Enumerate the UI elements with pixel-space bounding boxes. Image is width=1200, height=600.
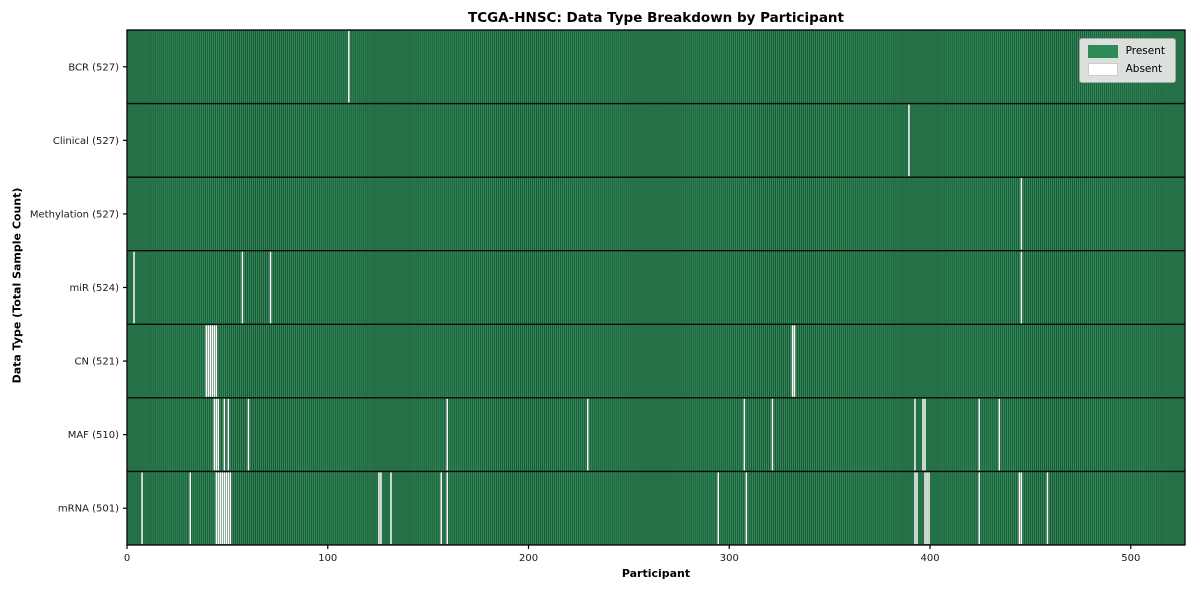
absent-gap (247, 398, 250, 471)
absent-gap (978, 472, 980, 544)
absent-gap (914, 398, 916, 471)
absent-gap (914, 472, 916, 544)
absent-gap (219, 472, 222, 544)
y-axis: BCR (527) Clinical (527) Methylation (527)… (30, 62, 127, 515)
absent-gap (1018, 472, 1021, 544)
absent-gap (215, 325, 218, 397)
absent-gap (213, 325, 216, 397)
present-swatch (1087, 45, 1118, 58)
y-tick-label: BCR (527) (68, 62, 119, 73)
absent-gap (205, 325, 208, 397)
x-tick-label: 500 (1121, 553, 1140, 564)
absent-gap (908, 104, 910, 177)
absent-gap (1020, 178, 1023, 250)
x-tick-label: 100 (318, 553, 337, 564)
absent-gap (227, 472, 230, 544)
x-tick-label: 300 (720, 553, 739, 564)
present-bars-field (127, 30, 1185, 545)
absent-gap (928, 472, 930, 544)
y-tick-label: mRNA (501) (58, 504, 119, 515)
legend-label-absent: Absent (1125, 63, 1163, 75)
y-tick-label: MAF (510) (68, 430, 119, 441)
y-axis-label: Data Type (Total Sample Count) (10, 187, 24, 384)
absent-gap (225, 472, 228, 544)
absent-gap (1046, 472, 1049, 544)
absent-gap (189, 472, 191, 544)
absent-gap (223, 398, 226, 471)
absent-gap (926, 472, 928, 544)
absent-gap (215, 472, 218, 544)
y-tick-label: Methylation (527) (30, 209, 119, 220)
absent-gap (1020, 472, 1023, 544)
legend-item-present: Present (1087, 45, 1165, 58)
absent-gap (221, 472, 224, 544)
absent-gap (717, 472, 719, 544)
absent-gap (791, 325, 794, 397)
absent-gap (793, 325, 796, 397)
absent-gap (1020, 251, 1023, 324)
absent-gap (743, 398, 746, 471)
absent-gap (215, 398, 218, 471)
absent-gap (380, 472, 382, 544)
absent-gap (745, 472, 748, 544)
absent-gap (771, 398, 774, 471)
absent-gap (209, 325, 212, 397)
absent-gap (924, 472, 926, 544)
absent-gap (217, 472, 220, 544)
y-tick-label: miR (524) (69, 283, 119, 294)
absent-swatch (1087, 63, 1118, 76)
legend-label-present: Present (1125, 45, 1165, 57)
row-separators (127, 102, 1185, 473)
absent-gap (241, 251, 244, 324)
absent-gaps (133, 31, 1049, 544)
absent-gap (924, 398, 926, 471)
absent-gap (269, 251, 272, 324)
absent-gap (446, 398, 448, 471)
absent-gap (978, 398, 980, 471)
absent-gap (217, 398, 220, 471)
absent-gap (348, 31, 350, 103)
x-tick-label: 200 (519, 553, 538, 564)
absent-gap (223, 472, 226, 544)
x-axis: 0 100 200 300 400 500 (124, 545, 1140, 564)
absent-gap (227, 398, 230, 471)
absent-gap (213, 398, 216, 471)
legend-item-absent: Absent (1087, 63, 1165, 76)
chart-title: TCGA-HNSC: Data Type Breakdown by Partic… (467, 10, 844, 26)
absent-gap (390, 472, 392, 544)
absent-gap (922, 398, 924, 471)
legend: Present Absent (1078, 38, 1176, 83)
x-axis-label: Participant (621, 567, 691, 580)
absent-gap (207, 325, 210, 397)
y-tick-label: Clinical (527) (53, 136, 119, 147)
absent-gap (141, 472, 143, 544)
absent-gap (998, 398, 1001, 471)
absent-gap (446, 472, 448, 544)
y-tick-label: CN (521) (74, 357, 119, 368)
absent-gap (440, 472, 442, 544)
absent-gap (133, 251, 135, 324)
absent-gap (586, 398, 589, 471)
absent-gap (378, 472, 380, 544)
absent-gap (916, 472, 918, 544)
absent-gap (229, 472, 232, 544)
x-tick-label: 0 (124, 553, 130, 564)
x-tick-label: 400 (920, 553, 939, 564)
absent-gap (211, 325, 214, 397)
